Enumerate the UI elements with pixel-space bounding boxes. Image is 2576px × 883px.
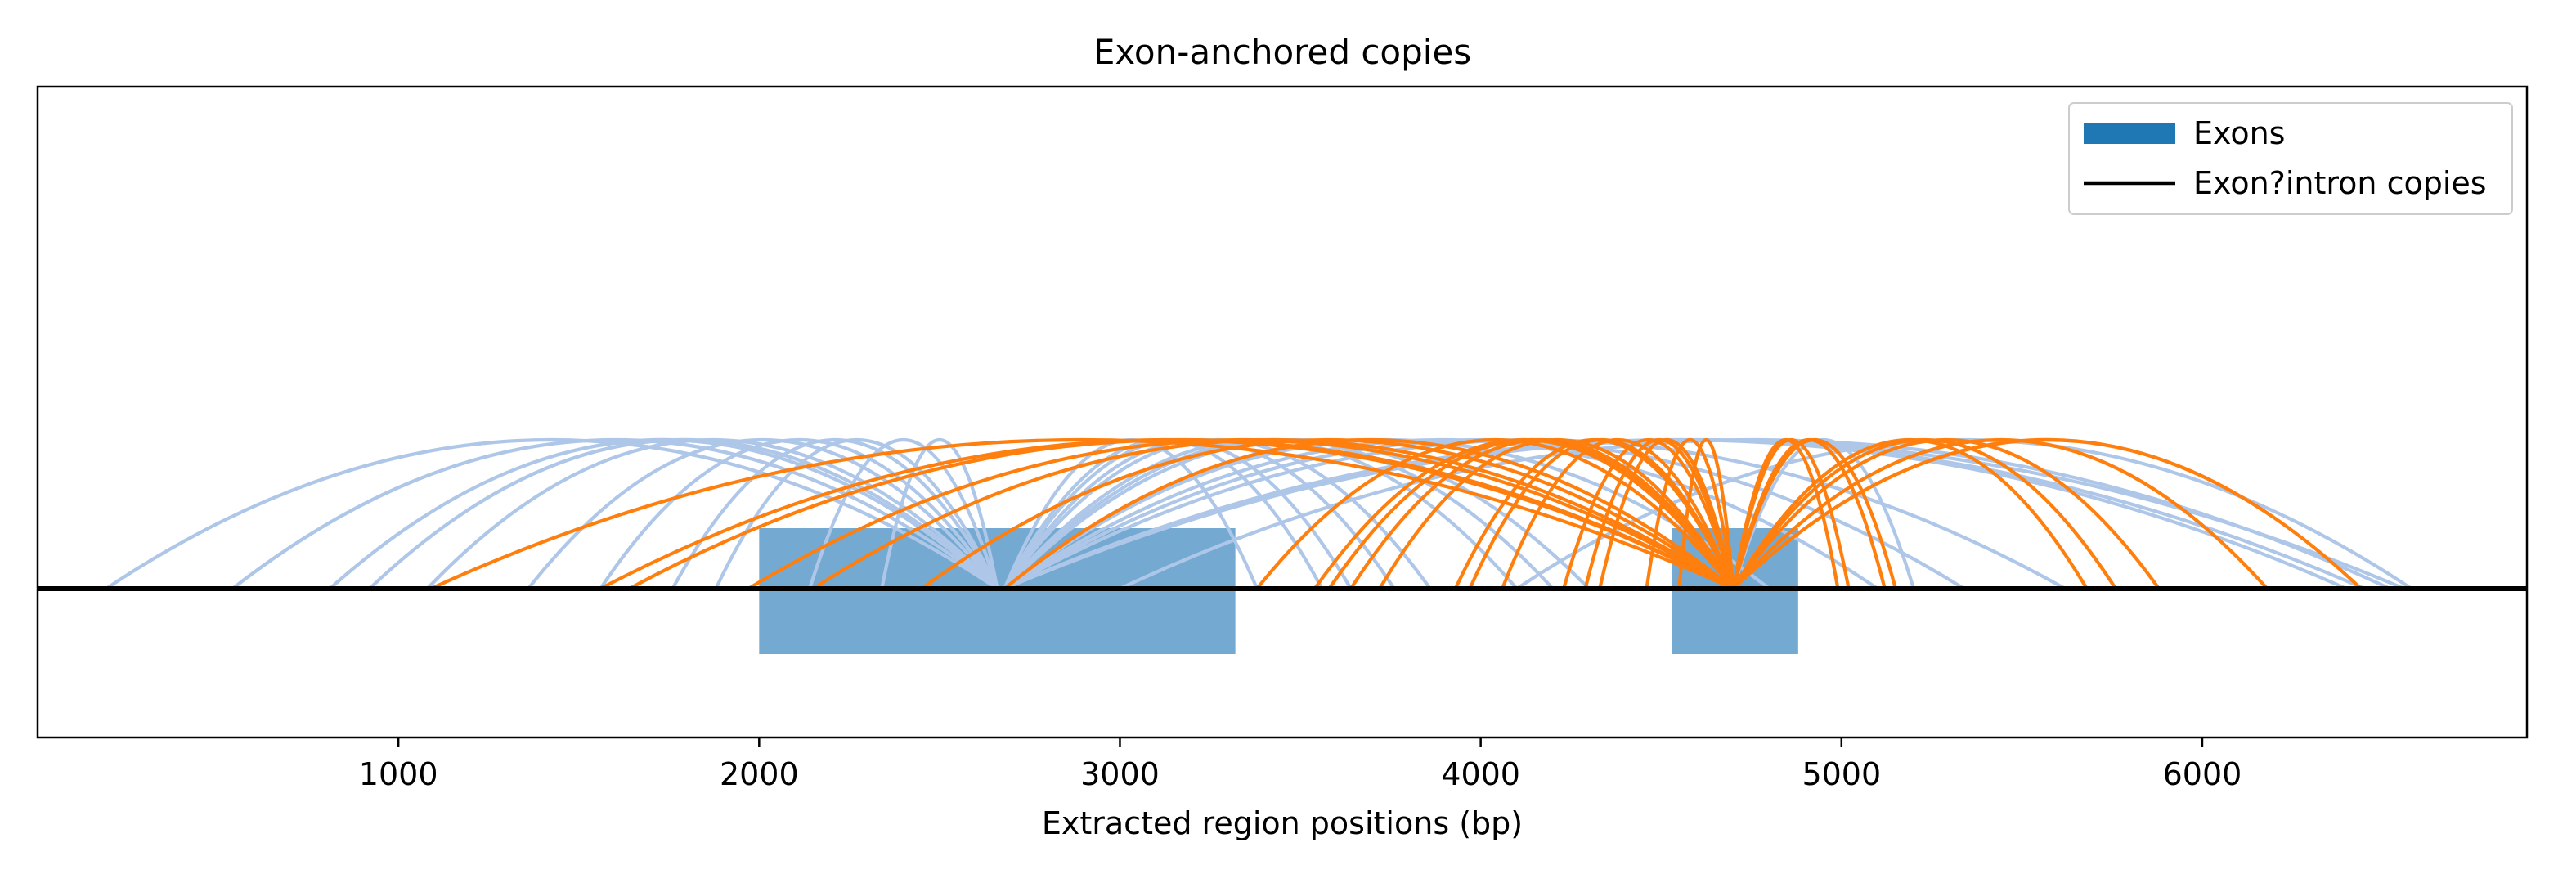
arc-series1-11	[880, 437, 999, 589]
x-tick-label-5000: 5000	[1802, 756, 1881, 792]
arc-series1-10	[808, 438, 999, 589]
plot-area	[38, 437, 2527, 654]
arc-series2-22	[1731, 437, 1851, 589]
arc-series2-12	[1378, 438, 1735, 590]
arc-series1-27	[1119, 438, 2391, 590]
arc-series2-15	[1501, 438, 1735, 589]
arc-series1-2	[231, 437, 999, 590]
axes-frame	[36, 85, 2529, 739]
legend: Exons Exon?intron copies	[2068, 102, 2513, 215]
x-tick-label-3000: 3000	[1080, 756, 1160, 792]
arc-series2-19	[1645, 438, 1735, 589]
arc-series2-3	[628, 438, 1735, 590]
legend-exon-swatch	[2084, 123, 2175, 144]
arc-series2-29	[1732, 437, 2363, 590]
arc-series2-28	[1731, 437, 2269, 590]
arc-series2-8	[1255, 438, 1735, 590]
legend-exons-label: Exons	[2193, 115, 2285, 151]
legend-copies-label: Exon?intron copies	[2193, 165, 2487, 201]
arc-series1-26	[1003, 437, 2348, 590]
arc-series1-8	[671, 438, 999, 590]
arc-series1-5	[425, 438, 999, 590]
arc-series2-24	[1731, 437, 1897, 589]
arc-series2-14	[1468, 437, 1735, 589]
arc-series2-5	[812, 437, 1735, 590]
arc-series2-20	[1677, 438, 1735, 589]
x-axis: 1000 2000 3000 4000 5000 6000	[359, 737, 2242, 792]
x-tick-label-2000: 2000	[720, 756, 799, 792]
arc-series2-18	[1598, 437, 1735, 589]
arc-series1-7	[599, 437, 999, 590]
x-tick-label-1000: 1000	[359, 756, 438, 792]
x-tick-label-6000: 6000	[2163, 756, 2242, 792]
x-tick-label-4000: 4000	[1441, 756, 1520, 792]
arc-series1-1	[105, 437, 999, 590]
arc-series2-27	[1731, 437, 2161, 590]
x-axis-label: Extracted region positions (bp)	[1042, 805, 1523, 841]
arc-series2-16	[1562, 437, 1735, 589]
chart-title: Exon-anchored copies	[1093, 32, 1471, 72]
arc-series2-7	[1003, 438, 1735, 590]
legend-box	[2068, 102, 2513, 215]
arc-series2-6	[920, 437, 1735, 590]
arc-series1-6	[527, 438, 999, 590]
